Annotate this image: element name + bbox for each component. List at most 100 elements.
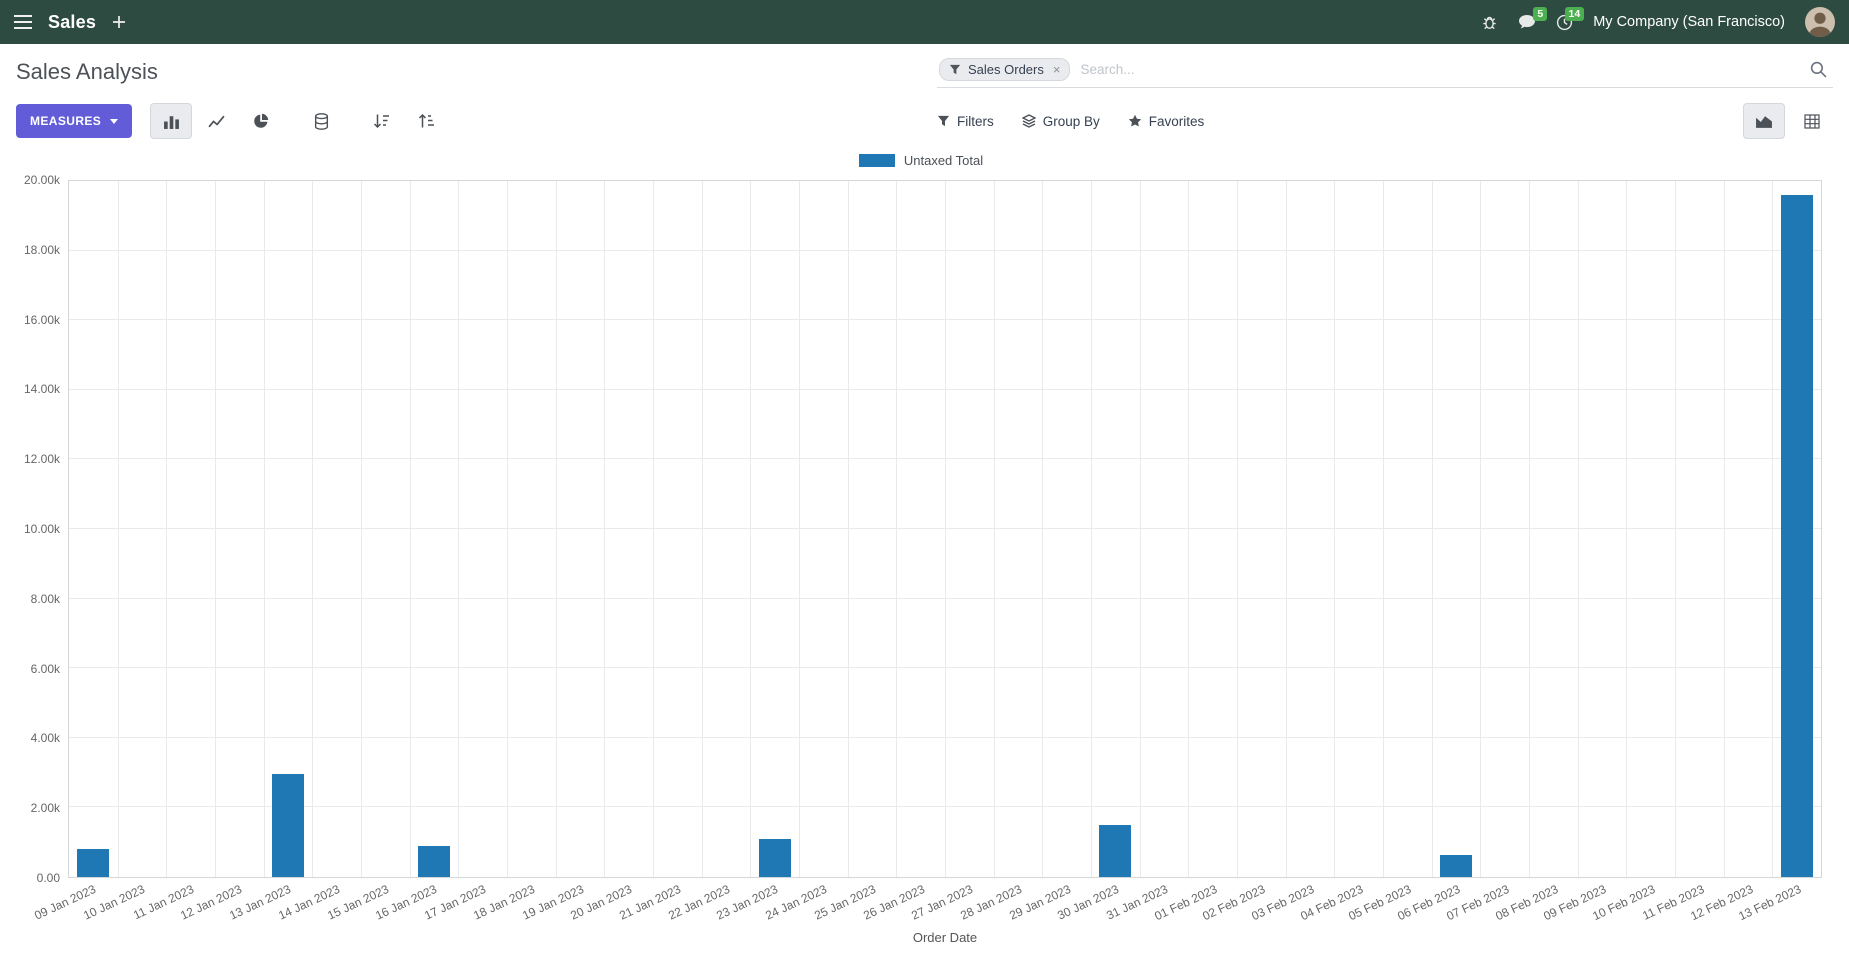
legend-swatch (858, 153, 895, 167)
y-tick-label: 16.00k (23, 312, 60, 327)
stacked-toggle-button[interactable] (300, 103, 342, 139)
sort-descending-button[interactable] (360, 103, 402, 139)
plot-area (68, 180, 1822, 878)
favorites-label: Favorites (1148, 113, 1205, 129)
v-gridline (1188, 181, 1190, 877)
v-gridline (409, 181, 411, 877)
y-tick-label: 12.00k (23, 452, 60, 467)
bar[interactable] (272, 774, 304, 877)
legend-label: Untaxed Total (903, 152, 984, 168)
search-facet: Sales Orders × (939, 58, 1071, 81)
v-gridline (1723, 181, 1725, 877)
favorites-button[interactable]: Favorites (1128, 113, 1205, 129)
bar[interactable] (418, 845, 450, 877)
y-tick-label: 2.00k (30, 801, 60, 816)
star-icon (1128, 114, 1142, 128)
v-gridline (1042, 181, 1044, 877)
v-gridline (1626, 181, 1628, 877)
plus-icon[interactable] (112, 15, 126, 29)
v-gridline (1772, 181, 1774, 877)
search-bar: Sales Orders × (937, 56, 1833, 88)
y-tick-label: 20.00k (23, 173, 60, 187)
y-tick-label: 14.00k (23, 382, 60, 397)
remove-facet-icon[interactable]: × (1052, 62, 1061, 77)
chart-legend[interactable]: Untaxed Total (20, 150, 1822, 170)
y-tick-label: 8.00k (30, 591, 60, 606)
pie-chart-button[interactable] (240, 103, 282, 139)
y-tick-label: 0.00 (36, 871, 60, 885)
v-gridline (799, 181, 800, 877)
x-axis-labels: 09 Jan 2023 10 Jan 2023 11 Jan 2023 12 Jan … (32, 878, 1822, 928)
v-gridline (263, 181, 265, 877)
view-switcher (1743, 103, 1833, 139)
measures-button[interactable]: MEASURES (16, 104, 133, 138)
filters-button[interactable]: Filters (937, 114, 994, 129)
v-gridline (847, 181, 849, 877)
v-gridline (1577, 181, 1579, 877)
filters-label: Filters (957, 113, 994, 129)
bar[interactable] (1099, 824, 1132, 877)
v-gridline (458, 181, 460, 877)
v-gridline (1139, 181, 1141, 877)
v-gridline (604, 181, 606, 877)
v-gridline (701, 181, 703, 877)
y-tick-label: 10.00k (23, 522, 60, 536)
v-gridline (1334, 181, 1336, 877)
y-tick-label: 4.00k (30, 731, 60, 746)
app-name[interactable]: Sales (48, 11, 97, 32)
v-gridline (993, 181, 995, 877)
v-gridline (166, 181, 168, 877)
v-gridline (652, 181, 654, 877)
chart-type-switcher (150, 103, 282, 139)
v-gridline (1480, 181, 1482, 877)
hamburger-menu-icon[interactable] (14, 15, 32, 29)
v-gridline (896, 181, 898, 877)
y-tick-label: 6.00k (30, 661, 60, 676)
filter-icon (949, 64, 961, 76)
v-gridline (312, 181, 314, 877)
control-panel: Sales Analysis Sales Orders × MEASURES (0, 44, 1849, 140)
activities-clock-icon[interactable]: 14 (1556, 6, 1585, 31)
search-input[interactable] (1078, 61, 1802, 78)
page-title: Sales Analysis (16, 59, 158, 84)
line-chart-button[interactable] (195, 103, 237, 139)
bar-chart-button[interactable] (150, 103, 193, 139)
v-gridline (750, 181, 752, 877)
activities-badge: 14 (1564, 6, 1585, 21)
top-navbar: Sales 5 14 My Company (San Francisco) (0, 0, 1849, 44)
group-by-button[interactable]: Group By (1021, 113, 1100, 129)
search-facet-label: Sales Orders (968, 62, 1044, 77)
bar[interactable] (1780, 194, 1813, 877)
v-gridline (507, 181, 508, 877)
group-by-label: Group By (1042, 113, 1100, 129)
v-gridline (1529, 181, 1530, 877)
v-gridline (1431, 181, 1433, 877)
filter-icon (937, 115, 950, 128)
bar[interactable] (1440, 855, 1472, 877)
search-icon[interactable] (1810, 61, 1827, 78)
sort-ascending-button[interactable] (405, 103, 447, 139)
y-tick-label: 18.00k (23, 242, 60, 257)
v-gridline (555, 181, 557, 877)
v-gridline (1675, 181, 1676, 877)
bar[interactable] (758, 839, 791, 877)
layers-icon (1021, 114, 1036, 128)
caret-down-icon (110, 118, 119, 124)
chart: Untaxed Total 0.00 2.00k 4.00k 6.00k 8.00k 10… (20, 150, 1822, 945)
bar[interactable] (77, 849, 110, 877)
v-gridline (945, 181, 946, 877)
user-avatar[interactable] (1805, 7, 1835, 37)
v-gridline (1383, 181, 1384, 877)
measures-label: MEASURES (30, 114, 102, 128)
bug-icon[interactable] (1481, 14, 1498, 31)
v-gridline (1236, 181, 1238, 877)
graph-view-button[interactable] (1743, 103, 1785, 139)
y-axis-labels: 0.00 2.00k 4.00k 6.00k 8.00k 10.00k 12.00k 14.0… (20, 173, 68, 885)
messages-icon[interactable]: 5 (1518, 7, 1548, 30)
messages-badge: 5 (1533, 7, 1548, 21)
v-gridline (1285, 181, 1287, 877)
v-gridline (214, 181, 216, 877)
pivot-view-button[interactable] (1791, 103, 1833, 139)
company-menu[interactable]: My Company (San Francisco) (1593, 14, 1785, 30)
v-gridline (1091, 181, 1092, 877)
